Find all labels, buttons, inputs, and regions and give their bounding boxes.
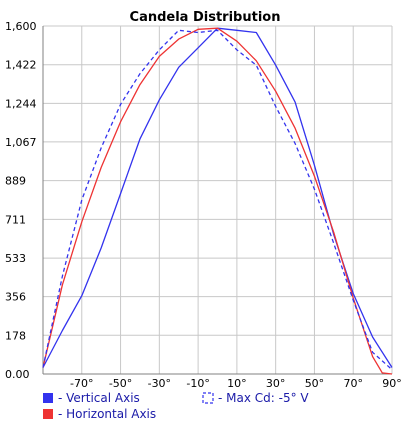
legend-label-vertical-axis: - Vertical Axis [58, 391, 140, 405]
axis-frame [42, 26, 392, 375]
y-tick-label: 0.00 [5, 368, 30, 381]
legend: - Vertical Axis - Horizontal Axis - Max … [43, 391, 309, 421]
x-tick-label: -10° [186, 377, 209, 390]
x-tick-label: 10° [227, 377, 247, 390]
legend-swatch-horizontal-axis [43, 409, 53, 419]
x-tick-label: -50° [109, 377, 132, 390]
legend-label-horizontal-axis: - Horizontal Axis [58, 407, 156, 421]
legend-label-max-cd: - Max Cd: -5° V [218, 391, 309, 405]
x-tick-label: 90° [382, 377, 402, 390]
y-tick-label: 1,600 [5, 20, 37, 33]
x-tick-label: -30° [148, 377, 171, 390]
x-tick-label: -70° [70, 377, 93, 390]
legend-entry-horizontal-axis: - Horizontal Axis [43, 407, 156, 421]
series-line-horizontal-axis [42, 27, 393, 375]
legend-entry-max-cd: - Max Cd: -5° V [202, 391, 309, 405]
y-tick-label: 178 [5, 329, 26, 342]
x-tick-label: 70° [343, 377, 363, 390]
legend-entry-vertical-axis: - Vertical Axis [43, 391, 140, 405]
x-tick-label: 50° [305, 377, 325, 390]
x-tick-label: 30° [266, 377, 286, 390]
chart-title: Candela Distribution [130, 10, 281, 25]
y-tick-label: 711 [5, 213, 26, 226]
legend-swatch-max-cd [202, 392, 214, 404]
y-tick-label: 1,067 [5, 136, 37, 149]
y-tick-label: 356 [5, 291, 26, 304]
series-lines [42, 27, 393, 375]
series-line-max-cd [42, 29, 393, 371]
y-tick-label: 533 [5, 252, 26, 265]
y-tick-label: 1,244 [5, 97, 37, 110]
grid-lines [43, 25, 393, 375]
x-axis-tick-labels: -70° -50° -30° -10° 10° 30° 50° 70° 90° [70, 377, 402, 390]
legend-swatch-vertical-axis [43, 393, 53, 403]
y-tick-label: 1,422 [5, 59, 37, 72]
y-axis-tick-labels: 0.00 178 356 533 711 889 1,067 1,244 1,422 1,600 [5, 20, 37, 381]
y-tick-label: 889 [5, 175, 26, 188]
